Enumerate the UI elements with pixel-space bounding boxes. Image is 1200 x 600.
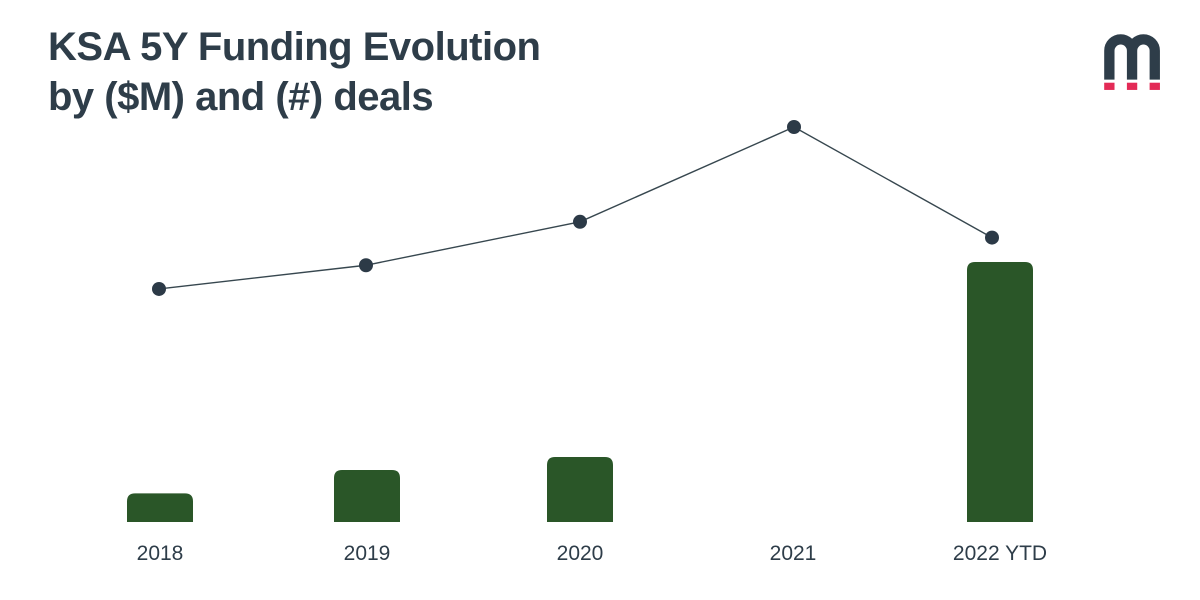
deals-line xyxy=(158,126,993,290)
x-axis-label-2019: 2019 xyxy=(344,542,391,565)
funding-bar-2018 xyxy=(127,493,193,522)
x-axis-label-2018: 2018 xyxy=(137,542,184,565)
x-axis-label-2020: 2020 xyxy=(557,542,604,565)
deals-point-2019 xyxy=(359,258,373,273)
deals-point-2020 xyxy=(573,214,587,229)
chart-title-line2: by ($M) and (#) deals xyxy=(48,75,434,120)
logo-foot-left xyxy=(1104,82,1115,90)
funding-bar-2020 xyxy=(547,457,613,522)
logo-foot-middle xyxy=(1126,82,1138,90)
chart-title-line1: KSA 5Y Funding Evolution xyxy=(48,25,541,69)
magnitt-m-logo xyxy=(1098,30,1162,90)
funding-bar-2022-ytd xyxy=(967,262,1033,522)
logo-foot-right xyxy=(1149,82,1160,90)
logo-svg xyxy=(1104,34,1160,90)
chart-title: KSA 5Y Funding Evolution by ($M) and (#) … xyxy=(48,22,541,123)
deals-point-2022-ytd xyxy=(985,230,999,245)
deals-point-2021 xyxy=(787,120,801,134)
x-axis-label-2022-ytd: 2022 YTD xyxy=(953,542,1047,565)
funding-bar-2019 xyxy=(334,470,400,522)
logo-m-arches-icon xyxy=(1104,34,1160,80)
x-axis-label-2021: 2021 xyxy=(770,542,817,565)
deals-point-2018 xyxy=(152,281,166,296)
